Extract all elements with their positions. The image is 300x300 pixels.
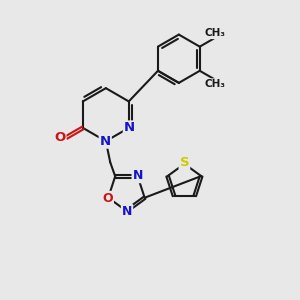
- Text: CH₃: CH₃: [205, 79, 226, 89]
- Text: O: O: [54, 131, 65, 144]
- Text: CH₃: CH₃: [205, 28, 226, 38]
- Text: N: N: [122, 205, 132, 218]
- Text: N: N: [133, 169, 143, 182]
- Text: N: N: [100, 135, 111, 148]
- Text: N: N: [124, 122, 135, 134]
- Text: O: O: [102, 192, 113, 205]
- Text: S: S: [180, 156, 189, 169]
